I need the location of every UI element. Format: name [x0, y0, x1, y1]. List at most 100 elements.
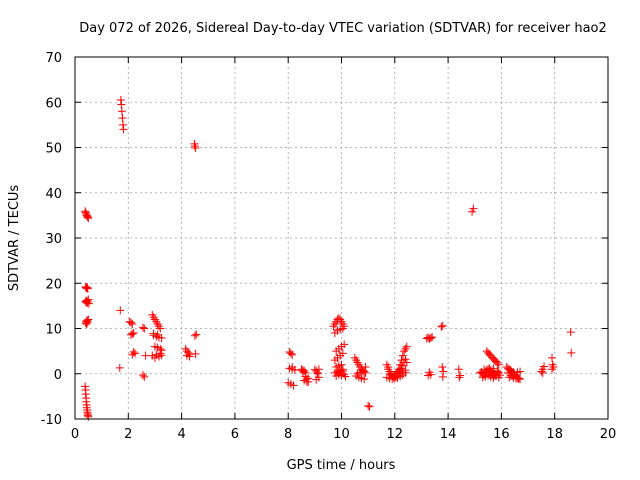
data-point [426, 334, 435, 343]
data-point [82, 397, 91, 406]
data-point [302, 377, 311, 386]
y-tick-label: 10 [45, 323, 62, 338]
data-point [83, 213, 92, 222]
data-point [468, 207, 477, 216]
data-point [84, 299, 93, 308]
data-point [83, 411, 92, 420]
data-point [512, 374, 521, 383]
data-point [454, 365, 463, 374]
data-point [119, 125, 128, 134]
data-point [118, 114, 127, 123]
data-point [115, 363, 124, 372]
data-point [402, 358, 411, 367]
data-point [126, 318, 135, 327]
data-point [538, 368, 547, 377]
data-point [117, 107, 126, 116]
data-point [494, 373, 503, 382]
data-point [401, 355, 410, 364]
data-point [82, 283, 91, 292]
x-axis-label: GPS time / hours [287, 458, 396, 473]
data-point [288, 350, 297, 359]
data-point [340, 340, 349, 349]
data-point [540, 362, 549, 371]
data-point [83, 316, 92, 325]
data-point [128, 319, 137, 328]
data-point [489, 364, 498, 373]
x-tick-label: 0 [71, 427, 79, 442]
data-point [190, 139, 199, 148]
data-point [83, 284, 92, 293]
data-point [156, 349, 165, 358]
y-tick-label: 60 [45, 96, 62, 111]
data-point [300, 367, 309, 376]
data-point [140, 372, 149, 381]
data-point [138, 323, 147, 332]
data-point [128, 329, 137, 338]
data-point [402, 342, 411, 351]
data-point [313, 369, 322, 378]
data-point [338, 324, 347, 333]
data-point [493, 367, 502, 376]
data-point [401, 366, 410, 375]
data-point [185, 352, 194, 361]
data-point [190, 331, 199, 340]
data-point [140, 324, 149, 333]
data-point [338, 349, 347, 358]
x-tick-label: 12 [387, 427, 404, 442]
data-point [438, 372, 447, 381]
data-points [81, 95, 576, 421]
data-point [290, 366, 299, 375]
data-point [455, 373, 464, 382]
x-tick-label: 16 [493, 427, 510, 442]
x-tick-label: 2 [124, 427, 132, 442]
x-tick-label: 14 [440, 427, 457, 442]
data-point [83, 297, 92, 306]
data-point [81, 390, 90, 399]
data-point [493, 358, 502, 367]
data-point [358, 367, 367, 376]
y-tick-label: 30 [45, 232, 62, 247]
data-point [126, 330, 135, 339]
y-tick-label: 20 [45, 277, 62, 292]
data-point [128, 350, 137, 359]
data-point [118, 120, 127, 129]
y-tick-label: 0 [54, 368, 62, 383]
data-point [190, 142, 199, 151]
y-tick-label: -10 [41, 413, 62, 428]
data-point [341, 372, 350, 381]
data-point [361, 362, 370, 371]
x-tick-label: 8 [284, 427, 292, 442]
data-point [83, 212, 92, 221]
data-point [84, 214, 93, 223]
x-tick-label: 4 [177, 427, 185, 442]
data-point [494, 360, 503, 369]
data-point [301, 368, 310, 377]
data-point [157, 334, 166, 343]
data-point [566, 328, 575, 337]
data-point [289, 381, 298, 390]
data-point [191, 349, 200, 358]
data-point [548, 365, 557, 374]
data-point [567, 348, 576, 357]
data-point [83, 408, 92, 417]
data-point [548, 353, 557, 362]
data-point [438, 362, 447, 371]
x-tick-label: 6 [231, 427, 239, 442]
y-tick-label: 50 [45, 142, 62, 157]
x-tick-label: 20 [600, 427, 617, 442]
data-point [157, 351, 166, 360]
data-point [150, 353, 159, 362]
data-point [312, 375, 321, 384]
data-point [314, 365, 323, 374]
data-point [360, 375, 369, 384]
data-point [116, 306, 125, 315]
data-point [84, 295, 93, 304]
data-point [549, 362, 558, 371]
x-tick-label: 10 [333, 427, 350, 442]
data-point [437, 322, 446, 331]
x-tick-label: 18 [546, 427, 563, 442]
data-point [149, 329, 158, 338]
data-point [84, 315, 93, 324]
data-point [81, 382, 90, 391]
